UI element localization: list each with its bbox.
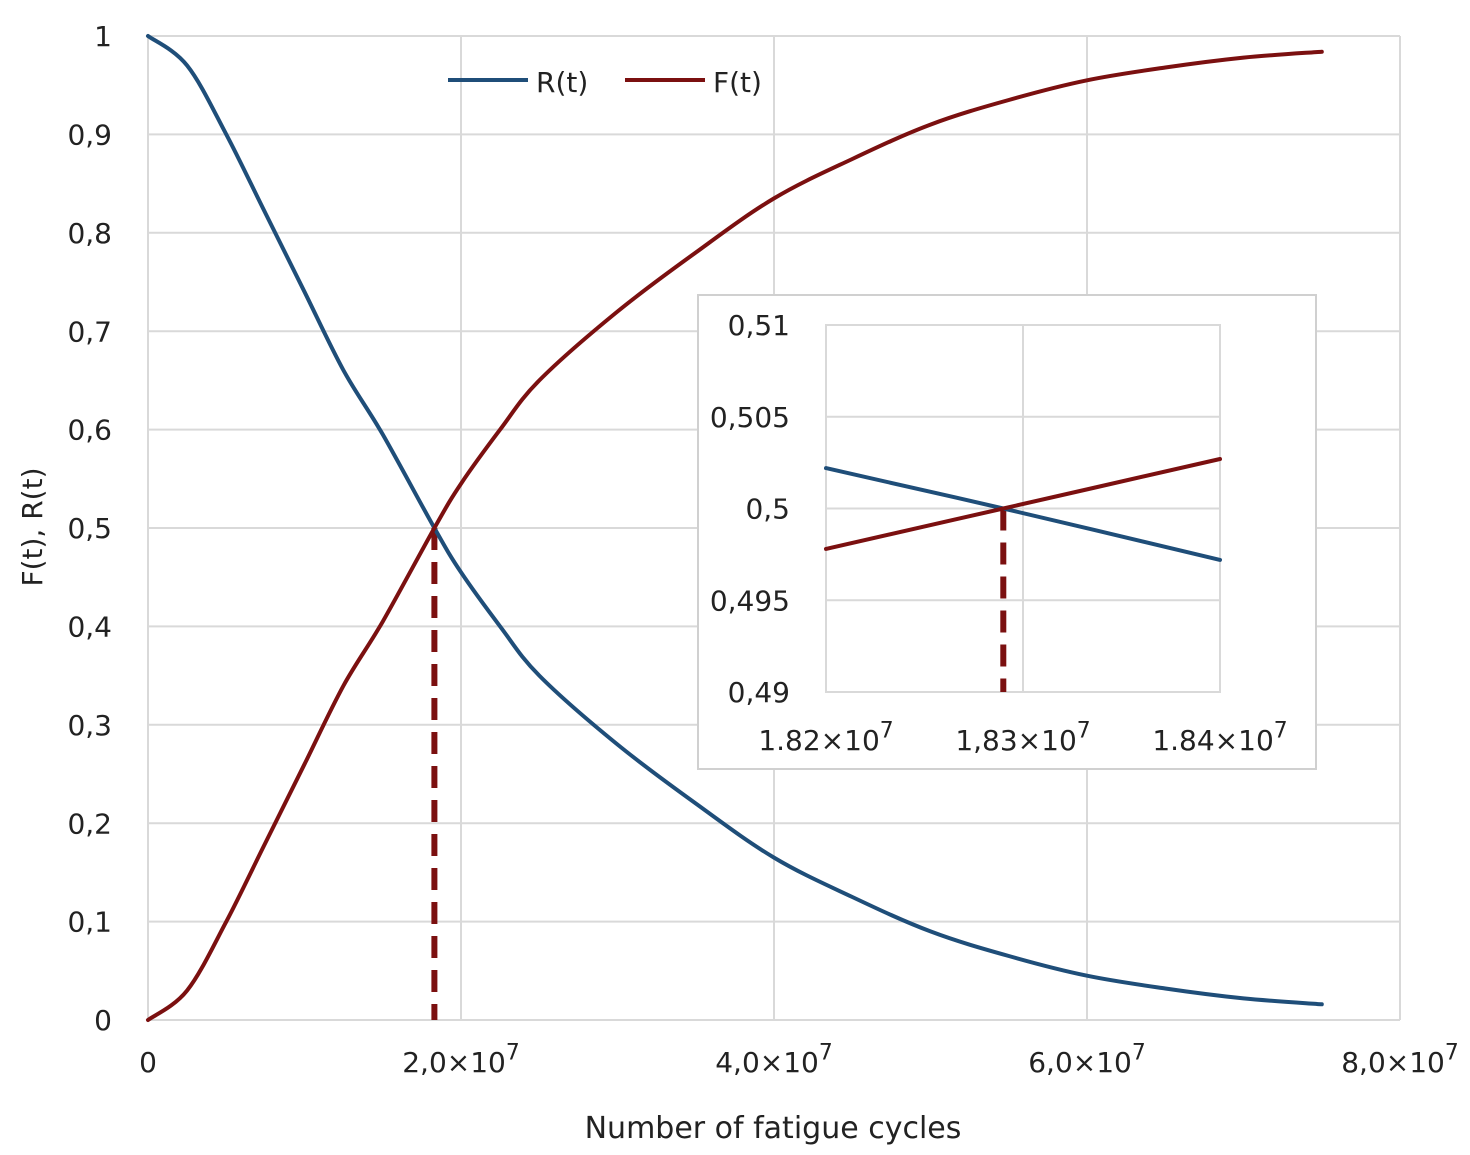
- main-x-tick-8-0-10: 8,0×107: [1341, 1040, 1459, 1079]
- main-series-line-r-t: [146, 34, 1324, 1007]
- inset-plot-border: [825, 324, 1221, 693]
- inset-series-line-f-t: [824, 457, 1222, 551]
- main-x-tick-labels: 0 2,0×107 4,0×107 6,0×107 8,0×107: [139, 1040, 1459, 1079]
- inset-x-tick-1-82-10: 1.82×107: [758, 718, 893, 757]
- main-y-tick-0: 0: [94, 1004, 112, 1037]
- main-y-tick-0-8: 0,8: [67, 217, 112, 250]
- inset-x-tick-labels: 1.82×107 1,83×107 1.84×107: [758, 718, 1287, 757]
- y-axis-title: F(t), R(t): [16, 467, 49, 586]
- main-y-tick-0-9: 0,9: [67, 118, 112, 151]
- main-y-tick-0-1: 0,1: [67, 906, 112, 939]
- main-y-tick-0-3: 0,3: [67, 709, 112, 742]
- main-y-tick-0-7: 0,7: [67, 315, 112, 348]
- main-x-tick-2-0-10: 2,0×107: [402, 1040, 520, 1079]
- inset-grid: [825, 324, 1221, 693]
- main-series-line-f-t: [146, 49, 1324, 1022]
- inset-x-tick-1-83-10: 1,83×107: [955, 718, 1090, 757]
- legend-label-r: R(t): [536, 66, 588, 99]
- main-y-tick-0-4: 0,4: [67, 610, 112, 643]
- main-x-tick-4-0-10: 4,0×107: [715, 1040, 833, 1079]
- inset-y-tick-0-505: 0,505: [710, 401, 790, 434]
- main-plot-area: [146, 34, 1324, 1022]
- inset-y-tick-0-5: 0,5: [745, 493, 790, 526]
- main-x-tick-0: 0: [139, 1046, 157, 1079]
- x-axis-title: Number of fatigue cycles: [585, 1111, 962, 1146]
- inset-x-tick-1-84-10: 1.84×107: [1152, 718, 1287, 757]
- main-y-tick-0-2: 0,2: [67, 807, 112, 840]
- inset-y-tick-0-51: 0,51: [728, 309, 790, 342]
- main-y-tick-0-6: 0,6: [67, 414, 112, 447]
- inset-y-tick-0-49: 0,49: [728, 676, 790, 709]
- main-y-tick-0-5: 0,5: [67, 512, 112, 545]
- inset-y-tick-labels: 0,49 0,495 0,5 0,505 0,51: [710, 309, 790, 709]
- inset-plot-area: [824, 457, 1222, 692]
- main-y-tick-1: 1: [94, 20, 112, 53]
- main-y-tick-labels: 0 0,1 0,2 0,3 0,4 0,5 0,6 0,7 0,8 0,9 1: [67, 20, 112, 1037]
- inset-y-tick-0-495: 0,495: [710, 584, 790, 617]
- main-x-tick-6-0-10: 6,0×107: [1028, 1040, 1146, 1079]
- legend: R(t) F(t): [448, 66, 762, 99]
- legend-label-f: F(t): [713, 66, 762, 99]
- inset-frame: [697, 294, 1317, 770]
